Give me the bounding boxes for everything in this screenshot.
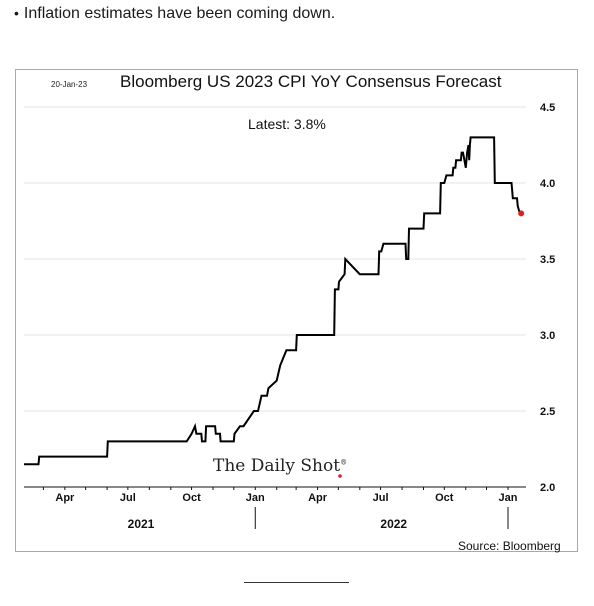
registered-mark: ® [340,458,348,467]
y-tick-4.0: 4.0 [540,178,555,190]
watermark-dot [338,474,342,478]
bullet-point: • Inflation estimates have been coming do… [14,5,335,23]
bullet-icon: • [14,5,19,21]
divider-line [244,582,349,583]
watermark-logo: The Daily Shot® [213,456,347,476]
chart-date-stamp: 20-Jan-23 [51,80,88,89]
x-tick-3: Jan [246,492,265,504]
x-tick-2: Oct [182,492,201,504]
year-label-2021: 2021 [128,517,155,531]
latest-point [518,210,525,217]
y-tick-3.0: 3.0 [540,330,555,342]
bullet-text: Inflation estimates have been coming dow… [23,5,336,22]
y-tick-3.5: 3.5 [540,254,555,266]
chart-frame [15,69,578,552]
axes: 4.5 4.0 3.5 3.0 2.5 2.0 Apr Jul Oct Jan Apr Jul Oct J… [24,102,555,531]
x-tick-0: Apr [55,492,75,504]
year-label-2022: 2022 [380,517,407,531]
series-line [24,136,522,466]
x-tick-6: Oct [435,492,454,504]
source-note: Source: Bloomberg [458,539,561,553]
watermark-text: The Daily Shot [213,456,341,476]
latest-annotation: Latest: 3.8% [248,116,326,132]
y-tick-4.5: 4.5 [540,102,555,114]
y-tick-2.0: 2.0 [540,482,555,494]
y-tick-2.5: 2.5 [540,406,555,418]
x-tick-1: Jul [120,492,136,504]
series-layer [24,136,525,478]
x-tick-4: Apr [308,492,328,504]
x-tick-5: Jul [373,492,389,504]
x-tick-7: Jan [499,492,518,504]
chart-title: Bloomberg US 2023 CPI YoY Consensus Fore… [120,72,502,91]
grid-lines [24,106,526,412]
